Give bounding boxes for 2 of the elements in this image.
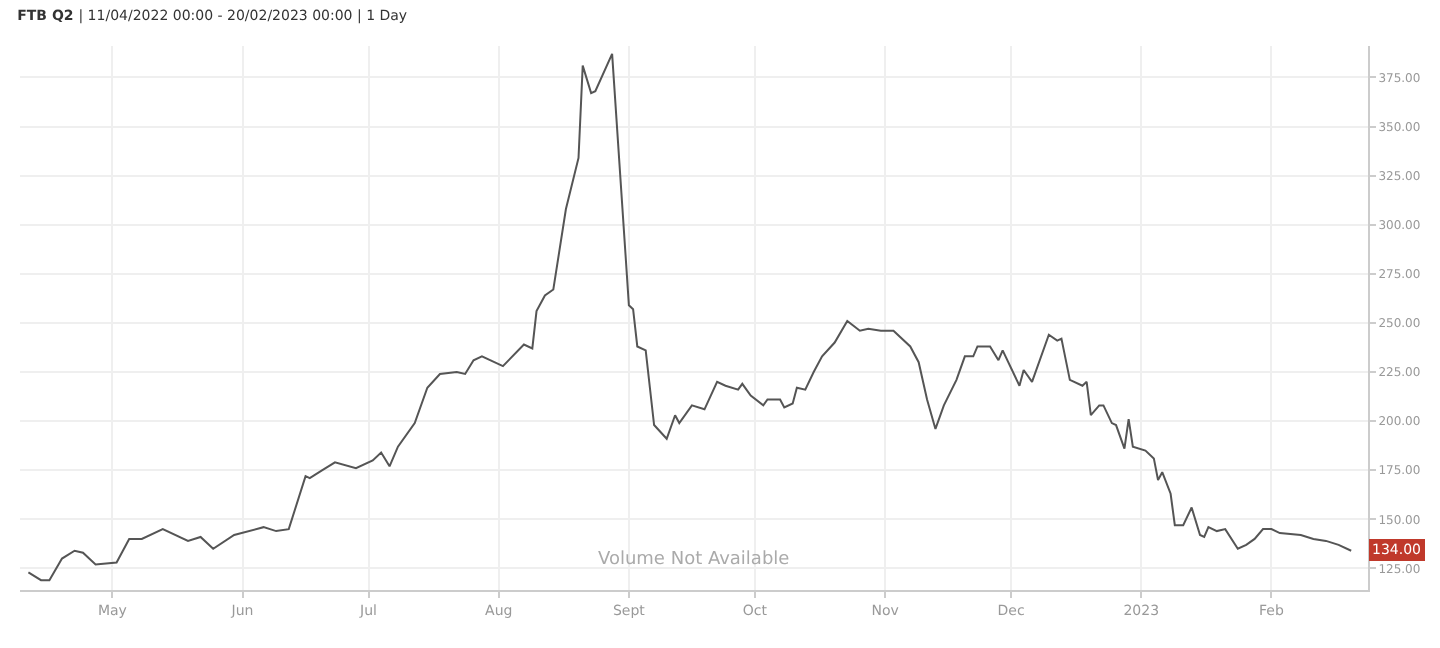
annotation: Volume Not Available — [598, 550, 791, 570]
line-series — [27, 52, 1353, 582]
